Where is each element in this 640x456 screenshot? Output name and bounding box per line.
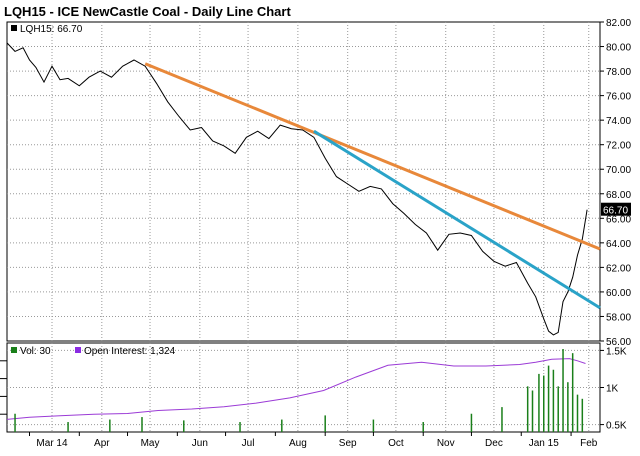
price-panel: 56.00 58.00 60.00 62.00 64.00 66.00 68.00 70.00…	[6, 18, 631, 348]
volume-plot-area	[6, 342, 601, 433]
y-tick-label: 62.00	[606, 263, 631, 274]
x-tick-label: Aug	[289, 438, 307, 449]
x-tick-label: Nov	[437, 438, 455, 449]
y-tick-label: 0.5K	[606, 421, 627, 432]
y-tick-label: 74.00	[606, 116, 631, 127]
last-value-box	[601, 202, 631, 216]
open-interest-line	[6, 358, 586, 420]
x-tick-label: Feb	[580, 438, 598, 449]
y-tick-label: 68.00	[606, 190, 631, 201]
y-tick-label: 58.00	[606, 312, 631, 323]
orange-trendline	[144, 62, 601, 251]
y-tick-label: 66.00	[606, 214, 631, 225]
y-tick-label: 70.00	[606, 165, 631, 176]
price-plot-area	[6, 21, 601, 342]
y-tick-label: 1.5K	[606, 346, 627, 357]
x-tick-label: Oct	[388, 438, 404, 449]
x-tick-label: Jun	[192, 438, 208, 449]
x-axis: Mar 14 Apr May Jun Jul Aug Sep Oct Nov Dec Jan 15 F…	[28, 432, 598, 449]
y-tick-label: 60.00	[606, 288, 631, 299]
x-tick-label: Dec	[485, 438, 503, 449]
y-tick-label: 78.00	[606, 67, 631, 78]
volume-panel: 1.5K 1K 0.5K Vol: 30 Open Interest: 1,324	[0, 342, 627, 433]
y-tick-label: 56.00	[606, 337, 631, 348]
y-tick-label: 82.00	[606, 18, 631, 29]
blue-trendline	[313, 129, 601, 310]
legend-label: Open Interest: 1,324	[84, 346, 176, 357]
y-tick-label: 1K	[606, 384, 619, 395]
price-line	[6, 42, 588, 336]
y-tick-label: 76.00	[606, 92, 631, 103]
x-tick-label: Apr	[94, 438, 110, 449]
x-tick-label: Jul	[242, 438, 255, 449]
last-value-label: 66.70	[603, 206, 628, 217]
chart-title: LQH15 - ICE NewCastle Coal - Daily Line …	[4, 4, 291, 19]
x-tick-label: Mar 14	[36, 438, 68, 449]
legend-swatch	[11, 25, 17, 31]
x-tick-label: Sep	[339, 438, 357, 449]
y-tick-label: 80.00	[606, 43, 631, 54]
y-tick-label: 64.00	[606, 239, 631, 250]
legend-swatch	[75, 347, 81, 353]
legend-swatch	[11, 347, 17, 353]
legend-label: Vol: 30	[20, 346, 51, 357]
y-tick-label: 72.00	[606, 141, 631, 152]
x-tick-label: May	[141, 438, 160, 449]
x-tick-label: Jan 15	[529, 438, 559, 449]
legend-label: LQH15: 66.70	[20, 24, 83, 35]
